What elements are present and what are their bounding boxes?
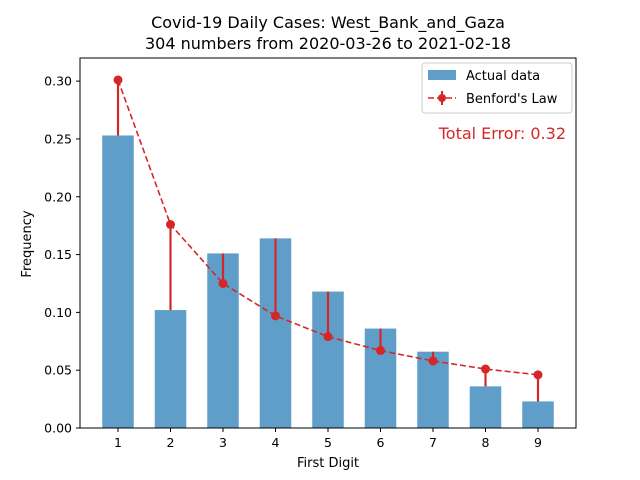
y-tick-label: 0.30 <box>44 74 72 89</box>
x-tick-label: 3 <box>219 435 227 450</box>
legend-swatch-benford-marker <box>438 94 446 102</box>
legend: Actual data Benford's Law <box>421 62 573 114</box>
benford-point-digit-1 <box>113 75 123 85</box>
plot-area <box>79 57 577 429</box>
y-axis: 0.00 0.05 0.10 0.15 0.20 0.25 0.30 <box>44 74 80 436</box>
benford-point-digit-3 <box>218 278 228 288</box>
benford-point-digit-8 <box>481 364 490 374</box>
y-tick-label: 0.10 <box>44 305 72 320</box>
legend-label-benford: Benford's Law <box>466 92 558 107</box>
chart-subtitle: 304 numbers from 2020-03-26 to 2021-02-1… <box>145 34 511 53</box>
bar-digit-9 <box>522 401 554 428</box>
benford-points-group <box>113 75 543 380</box>
bar-digit-2 <box>154 310 187 428</box>
y-axis-label: Frequency <box>20 210 35 277</box>
legend-swatch-actual <box>428 70 456 80</box>
legend-box <box>421 62 573 114</box>
benford-point-digit-6 <box>376 346 385 356</box>
total-error-annotation: Total Error: 0.32 <box>438 124 566 143</box>
y-tick-label: 0.15 <box>44 247 72 262</box>
x-tick-label: 5 <box>324 435 332 450</box>
y-tick-label: 0.05 <box>44 363 72 378</box>
benford-point-digit-5 <box>323 332 333 342</box>
x-axis-label: First Digit <box>297 456 359 471</box>
benford-point-digit-2 <box>166 220 175 229</box>
x-tick-label: 9 <box>534 435 542 450</box>
benford-point-digit-4 <box>271 311 280 321</box>
benford-point-digit-7 <box>428 356 438 366</box>
chart-title: Covid-19 Daily Cases: West_Bank_and_Gaza <box>151 13 505 33</box>
x-tick-label: 7 <box>429 435 437 450</box>
x-tick-label: 6 <box>377 435 385 450</box>
bar-digit-1 <box>102 135 134 428</box>
legend-label-actual: Actual data <box>466 69 540 84</box>
x-tick-label: 2 <box>167 435 175 450</box>
x-axis: 1 2 3 4 5 6 7 8 9 <box>114 428 542 450</box>
x-tick-label: 1 <box>114 435 122 450</box>
x-tick-label: 8 <box>482 435 490 450</box>
y-tick-label: 0.20 <box>44 189 72 204</box>
y-tick-label: 0.00 <box>44 421 72 436</box>
error-lines-group <box>116 79 540 402</box>
benford-line <box>117 79 539 376</box>
bar-digit-8 <box>469 386 502 428</box>
benford-point-digit-9 <box>533 370 543 380</box>
y-tick-label: 0.25 <box>44 131 72 146</box>
x-tick-label: 4 <box>272 435 280 450</box>
